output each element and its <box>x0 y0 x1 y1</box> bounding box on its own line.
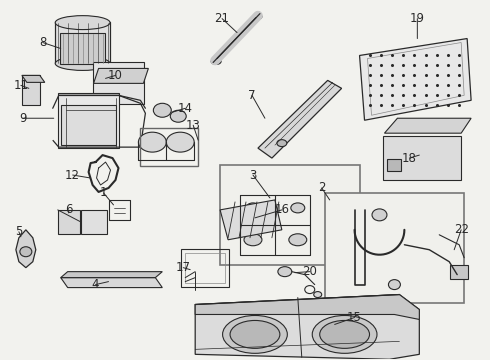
Ellipse shape <box>20 247 32 257</box>
Text: 15: 15 <box>347 311 362 324</box>
Polygon shape <box>195 294 419 359</box>
Ellipse shape <box>138 132 166 152</box>
Text: 22: 22 <box>454 223 468 236</box>
Ellipse shape <box>246 203 260 213</box>
Text: 18: 18 <box>402 152 417 165</box>
Ellipse shape <box>278 267 292 276</box>
Text: 17: 17 <box>176 261 191 274</box>
Ellipse shape <box>244 234 262 246</box>
Polygon shape <box>385 118 471 133</box>
Text: 2: 2 <box>318 181 325 194</box>
Polygon shape <box>61 272 162 278</box>
Polygon shape <box>258 80 342 158</box>
FancyBboxPatch shape <box>384 136 461 180</box>
Polygon shape <box>16 230 36 268</box>
Polygon shape <box>195 294 419 319</box>
Text: 16: 16 <box>274 203 290 216</box>
Text: 4: 4 <box>92 278 99 291</box>
Polygon shape <box>61 278 162 288</box>
Text: 21: 21 <box>215 12 230 25</box>
Text: 8: 8 <box>39 36 47 49</box>
FancyBboxPatch shape <box>388 159 401 171</box>
FancyBboxPatch shape <box>81 210 106 234</box>
Text: 3: 3 <box>249 168 257 181</box>
Text: 13: 13 <box>186 119 200 132</box>
Text: 1: 1 <box>100 186 107 199</box>
FancyBboxPatch shape <box>58 210 80 234</box>
Ellipse shape <box>230 320 280 348</box>
Text: 9: 9 <box>19 112 26 125</box>
Text: 6: 6 <box>65 203 73 216</box>
Ellipse shape <box>289 234 307 246</box>
Text: 10: 10 <box>108 69 123 82</box>
Bar <box>141 128 198 166</box>
Text: 20: 20 <box>302 265 317 278</box>
Polygon shape <box>94 68 148 84</box>
Ellipse shape <box>277 140 287 147</box>
FancyBboxPatch shape <box>93 62 145 104</box>
Polygon shape <box>22 75 45 82</box>
Ellipse shape <box>254 14 262 19</box>
Polygon shape <box>360 39 471 120</box>
Polygon shape <box>220 200 282 240</box>
FancyBboxPatch shape <box>58 93 120 148</box>
Bar <box>325 193 464 302</box>
Ellipse shape <box>55 15 110 30</box>
Ellipse shape <box>389 280 400 289</box>
Text: 5: 5 <box>15 225 23 238</box>
FancyBboxPatch shape <box>450 265 468 279</box>
Text: 19: 19 <box>410 12 425 25</box>
FancyBboxPatch shape <box>60 32 105 64</box>
FancyBboxPatch shape <box>61 105 116 145</box>
Ellipse shape <box>166 132 194 152</box>
Text: 11: 11 <box>13 79 28 92</box>
Text: 7: 7 <box>248 89 256 102</box>
Ellipse shape <box>312 315 377 353</box>
Ellipse shape <box>372 209 387 221</box>
Ellipse shape <box>319 320 369 348</box>
Ellipse shape <box>55 57 110 71</box>
Text: 12: 12 <box>65 168 80 181</box>
Ellipse shape <box>222 315 287 353</box>
FancyBboxPatch shape <box>55 22 110 63</box>
Ellipse shape <box>171 110 186 122</box>
Bar <box>220 165 360 265</box>
Ellipse shape <box>153 103 172 117</box>
Ellipse shape <box>314 292 322 298</box>
Text: 14: 14 <box>178 102 193 115</box>
Ellipse shape <box>291 203 305 213</box>
FancyBboxPatch shape <box>22 75 40 105</box>
Ellipse shape <box>211 58 221 64</box>
